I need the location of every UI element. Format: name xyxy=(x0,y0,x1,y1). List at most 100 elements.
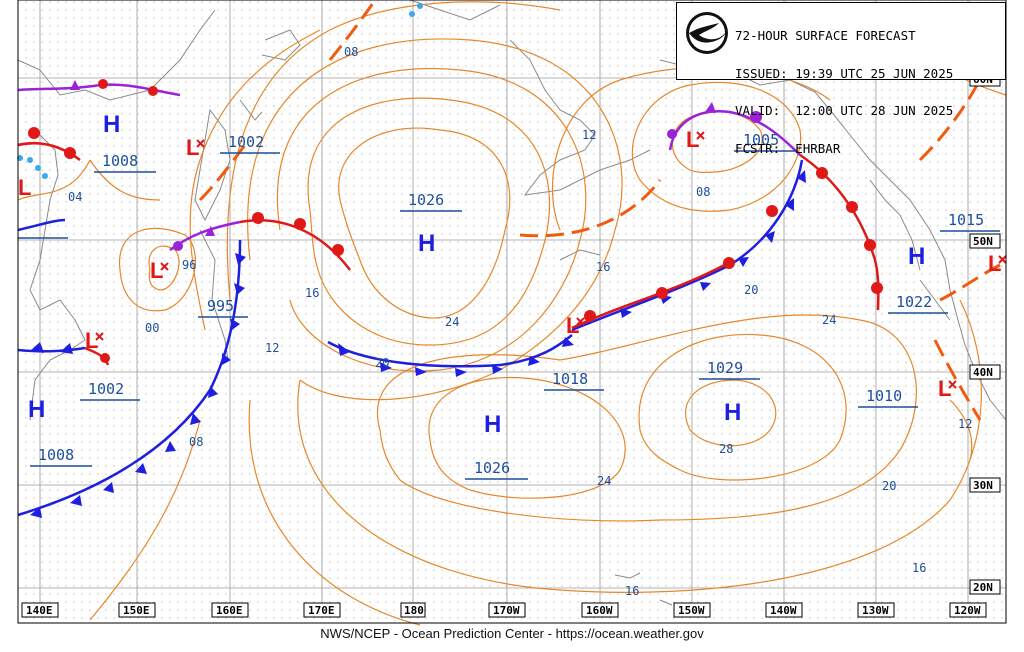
svg-text:20: 20 xyxy=(744,283,758,297)
header-valid: VALID: 12:00 UTC 28 JUN 2025 xyxy=(735,103,954,118)
svg-text:160E: 160E xyxy=(216,604,243,617)
svg-text:08: 08 xyxy=(344,45,358,59)
svg-text:160W: 160W xyxy=(586,604,613,617)
svg-text:L: L xyxy=(686,127,699,152)
high-symbol: H xyxy=(908,243,925,270)
noaa-logo-icon xyxy=(686,12,728,54)
isobar-1016 xyxy=(247,38,623,401)
high-symbol: H xyxy=(28,396,45,423)
isobar-1000 xyxy=(118,227,196,312)
occluded-symbols xyxy=(70,79,762,251)
troughs xyxy=(198,0,1001,421)
map-border xyxy=(17,0,1007,624)
isobar-1016-south xyxy=(297,299,982,593)
svg-text:12: 12 xyxy=(958,417,972,431)
warm-front-bumps xyxy=(28,127,883,363)
low-symbol: L L L L L L L L xyxy=(18,127,1001,401)
svg-text:L: L xyxy=(566,313,579,338)
pressure-label: 1008 xyxy=(102,152,138,170)
pressure-label: 1015 xyxy=(948,211,984,229)
svg-text:24: 24 xyxy=(597,474,611,488)
svg-text:L: L xyxy=(18,175,31,200)
longitude-labels: 140E 150E 160E 170E 180 170W 160W 150W 1… xyxy=(21,602,987,618)
svg-text:50N: 50N xyxy=(973,235,993,248)
svg-text:180: 180 xyxy=(404,604,424,617)
isobar-1004 xyxy=(89,159,161,201)
svg-text:L: L xyxy=(85,328,98,353)
pressure-label: 1026 xyxy=(408,191,444,209)
pressure-label: 1008 xyxy=(38,446,74,464)
high-symbol: H xyxy=(103,111,120,138)
svg-text:16: 16 xyxy=(625,584,639,598)
svg-text:150E: 150E xyxy=(123,604,150,617)
pressure-centers: H H H H H H L L L L L L L L xyxy=(18,111,1007,438)
svg-text:140W: 140W xyxy=(770,604,797,617)
svg-text:20N: 20N xyxy=(973,581,993,594)
low-x-marks xyxy=(95,131,1007,389)
pressure-label: 1002 xyxy=(88,380,124,398)
isobar-1012-east xyxy=(949,399,973,461)
svg-text:130W: 130W xyxy=(862,604,889,617)
map-background xyxy=(18,0,1006,625)
svg-text:20: 20 xyxy=(882,479,896,493)
svg-text:L: L xyxy=(938,376,951,401)
svg-text:140E: 140E xyxy=(26,604,53,617)
svg-text:170E: 170E xyxy=(308,604,335,617)
high-symbol: H xyxy=(724,399,741,426)
svg-text:170W: 170W xyxy=(493,604,520,617)
footer-credit: NWS/NCEP - Ocean Prediction Center - htt… xyxy=(320,626,704,641)
high-symbol: H xyxy=(484,411,501,438)
pressure-labels: 1008 1002 1026 1005 995 1018 1029 1026 1… xyxy=(18,61,1000,480)
isobar-1020-south xyxy=(377,314,917,522)
isobar-1020-west xyxy=(276,67,587,372)
svg-text:28: 28 xyxy=(719,442,733,456)
svg-text:150W: 150W xyxy=(678,604,705,617)
svg-text:24: 24 xyxy=(445,315,459,329)
svg-text:30N: 30N xyxy=(973,479,993,492)
pressure-label: 1026 xyxy=(474,459,510,477)
svg-text:24: 24 xyxy=(822,313,836,327)
isobar-1012-alaska xyxy=(631,81,802,212)
svg-text:L: L xyxy=(150,258,163,283)
pressure-label: 1029 xyxy=(707,359,743,377)
svg-text:16: 16 xyxy=(596,260,610,274)
svg-text:40N: 40N xyxy=(973,366,993,379)
isobar-1008-west xyxy=(189,29,321,331)
isobar-1012-south xyxy=(248,399,421,626)
isobar-1024-south xyxy=(428,376,626,499)
svg-text:120W: 120W xyxy=(954,604,981,617)
svg-text:00: 00 xyxy=(145,321,159,335)
header-forecaster: FCSTR: EHRBAR xyxy=(735,140,841,156)
svg-text:16: 16 xyxy=(305,286,319,300)
svg-text:08: 08 xyxy=(696,185,710,199)
isobar-1008-south xyxy=(89,419,201,621)
isobar-1024-east xyxy=(638,333,847,481)
svg-text:L: L xyxy=(988,251,1001,276)
isobar-1012 xyxy=(226,1,561,301)
header-title: 72-HOUR SURFACE FORECAST xyxy=(735,28,916,43)
pressure-label: 1002 xyxy=(228,133,264,151)
pressure-label: 995 xyxy=(207,297,234,315)
svg-text:16: 16 xyxy=(912,561,926,575)
isobar-996 xyxy=(148,245,180,291)
pressure-label: 1010 xyxy=(866,387,902,405)
cold-fronts xyxy=(17,159,804,517)
svg-text:L: L xyxy=(186,135,199,160)
isobar-1024-west xyxy=(307,97,551,346)
forecast-header: 72-HOUR SURFACE FORECAST ISSUED: 19:39 U… xyxy=(676,2,1006,154)
svg-text:20: 20 xyxy=(375,356,389,370)
pressure-label: 1022 xyxy=(896,293,932,311)
pressure-label: 1018 xyxy=(552,370,588,388)
high-symbol: H xyxy=(418,230,435,257)
svg-text:96: 96 xyxy=(182,258,196,272)
svg-text:12: 12 xyxy=(582,128,596,142)
svg-text:08: 08 xyxy=(189,435,203,449)
isobar-far-west xyxy=(17,159,91,201)
svg-text:04: 04 xyxy=(68,190,82,204)
header-issued: ISSUED: 19:39 UTC 25 JUN 2025 xyxy=(735,65,954,81)
pressure-label: 1005 xyxy=(743,131,779,149)
isobar-1026-west xyxy=(338,127,511,319)
svg-text:12: 12 xyxy=(265,341,279,355)
isobar-1028 xyxy=(685,379,777,447)
